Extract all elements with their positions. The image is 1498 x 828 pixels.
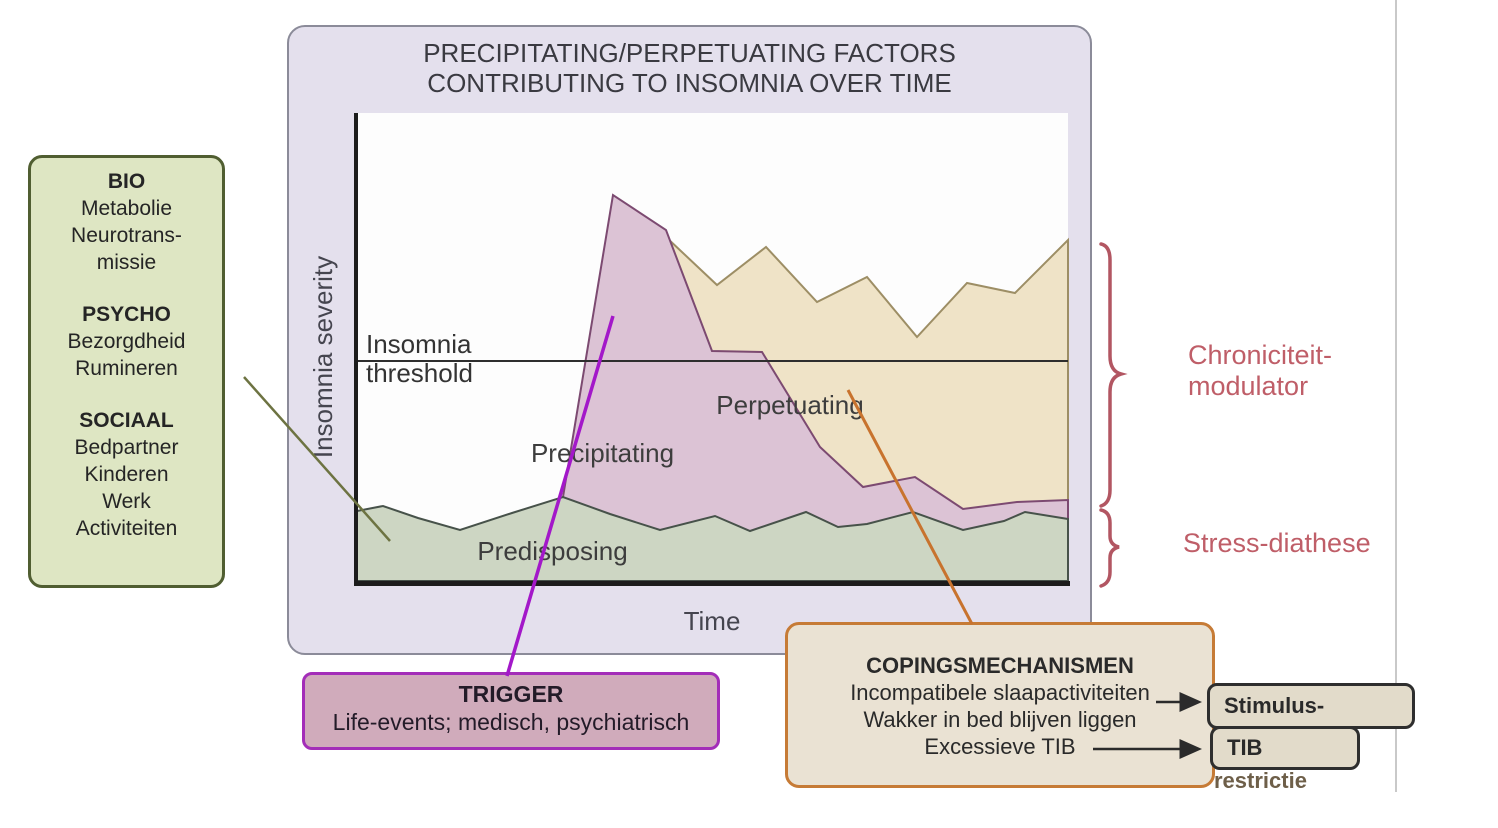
predisposing-factors-box: BIO Metabolie Neurotrans- missie PSYCHO … [28, 155, 225, 588]
trigger-title: TRIGGER [458, 681, 564, 707]
chart-title: PRECIPITATING/PERPETUATING FACTORS CONTR… [287, 38, 1092, 98]
psycho-item: Rumineren [75, 357, 178, 380]
bio-item: missie [96, 251, 157, 274]
bio-item: Neurotrans- [71, 224, 182, 247]
threshold-label-line2: threshold [366, 358, 473, 388]
bio-heading: BIO [107, 170, 146, 193]
page-divider [1395, 0, 1397, 792]
precipitating-label: Precipitating [530, 438, 675, 468]
coping-title: COPINGSMECHANISMEN [866, 653, 1134, 678]
sociaal-item: Bedpartner [74, 436, 179, 459]
tib-caption: restrictie [1214, 768, 1307, 793]
sociaal-group: SOCIAAL Bedpartner Kinderen Werk Activit… [31, 407, 222, 542]
coping-line2: Wakker in bed blijven liggen [863, 707, 1137, 732]
stress-diathese-brace [1099, 508, 1120, 588]
chroniciteit-brace [1099, 242, 1128, 508]
psycho-heading: PSYCHO [82, 303, 171, 326]
y-axis-label: Insomnia severity [308, 255, 338, 459]
psycho-item: Bezorgdheid [67, 330, 186, 353]
chroniciteit-line1: Chroniciteit- [1188, 340, 1333, 370]
trigger-box: TRIGGER Life-events; medisch, psychiatri… [302, 672, 720, 750]
chroniciteit-line2: modulator [1188, 371, 1309, 401]
tib-box: TIB [1210, 726, 1360, 770]
predisposing-label: Predisposing [477, 536, 628, 566]
chart-title-line2: CONTRIBUTING TO INSOMNIA OVER TIME [427, 68, 952, 98]
psycho-group: PSYCHO Bezorgdheid Rumineren [31, 301, 222, 382]
tib-label: TIB [1227, 735, 1263, 760]
trigger-subtitle: Life-events; medisch, psychiatrisch [332, 709, 690, 735]
threshold-label: Insomnia threshold [366, 330, 566, 388]
sociaal-item: Kinderen [84, 463, 169, 486]
x-axis-label: Time [683, 606, 741, 636]
coping-line1: Incompatibele slaapactiviteiten [850, 680, 1150, 705]
perpetuating-label: Perpetuating [716, 390, 864, 420]
bio-item: Metabolie [80, 197, 173, 220]
stress-diathese-label: Stress-diathese [1183, 528, 1371, 558]
sociaal-item: Activiteiten [75, 517, 178, 540]
bio-group: BIO Metabolie Neurotrans- missie [31, 168, 222, 276]
stimulus-label: Stimulus- [1224, 693, 1325, 718]
threshold-label-line1: Insomnia [366, 329, 472, 359]
sociaal-item: Werk [102, 490, 151, 513]
chart-title-line1: PRECIPITATING/PERPETUATING FACTORS [423, 38, 956, 68]
coping-line3: Excessieve TIB [924, 734, 1076, 759]
chroniciteit-label: Chroniciteit- modulator [1188, 340, 1408, 402]
coping-box: COPINGSMECHANISMEN Incompatibele slaapac… [785, 622, 1215, 788]
sociaal-heading: SOCIAAL [79, 409, 174, 432]
stimulus-box: Stimulus- [1207, 683, 1415, 729]
